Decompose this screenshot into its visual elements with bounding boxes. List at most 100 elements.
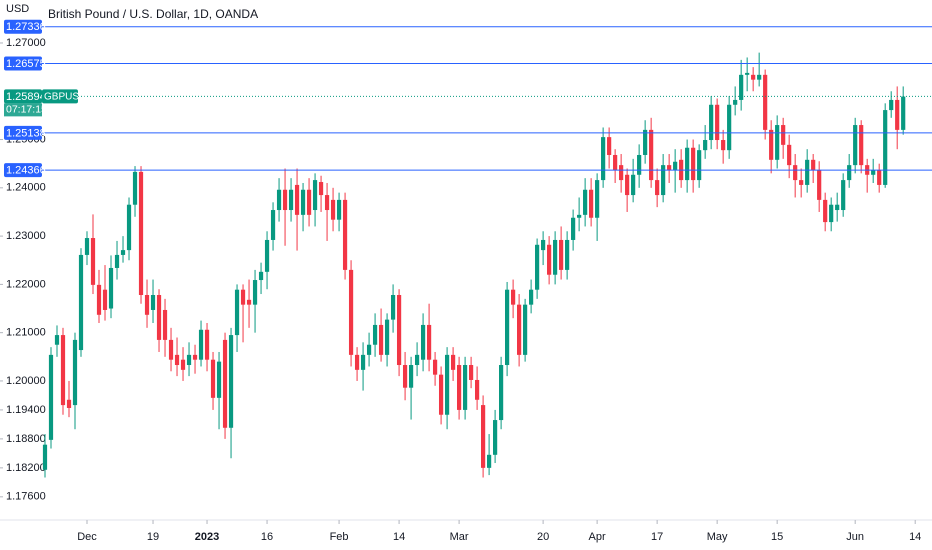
y-tick-label: 1.20000 (6, 375, 46, 387)
candle-body (438, 374, 444, 415)
candle-body (138, 171, 144, 296)
candle-body (499, 365, 504, 421)
horizontal-line-label: 1.24366 (6, 165, 46, 177)
candle-body (252, 280, 258, 305)
candle-body (156, 295, 162, 340)
y-tick-label: 1.18800 (6, 433, 46, 445)
candle-body (883, 110, 888, 185)
price-label-box (4, 125, 42, 140)
x-tick-label: May (707, 531, 728, 543)
candle-body (90, 238, 96, 285)
x-tick-label: 14 (393, 531, 405, 543)
candle-body (324, 195, 330, 211)
countdown-box (4, 103, 42, 117)
last-price-label: 1.25894 (6, 91, 46, 103)
candle-body (276, 189, 282, 211)
candle-body (877, 169, 882, 185)
candle-body (150, 295, 156, 310)
candle-body (685, 147, 690, 181)
y-tick-label: 1.23000 (6, 230, 46, 242)
candle-body (577, 214, 582, 218)
y-tick-label: 1.18200 (6, 462, 46, 474)
candle-body (66, 399, 72, 408)
candle-body (336, 199, 342, 220)
candle-body (300, 189, 306, 215)
candle-body (462, 365, 468, 410)
x-tick-label: Dec (77, 531, 97, 543)
candle-body (126, 204, 132, 251)
candle-body (805, 159, 810, 185)
candle-body (625, 174, 630, 196)
candle-body (192, 354, 198, 360)
candle-body (667, 165, 672, 170)
candle-body (649, 129, 654, 181)
candle-body (901, 96, 906, 130)
candle-body (330, 199, 336, 220)
candle-body (408, 365, 414, 388)
candle-body (48, 354, 54, 440)
candle-body (757, 74, 762, 80)
x-tick-label: 17 (651, 531, 663, 543)
candle-body (444, 354, 450, 415)
candle-body (78, 254, 84, 351)
candle-body (889, 99, 894, 111)
candle-body (529, 289, 534, 305)
candle-body (493, 420, 498, 455)
x-tick-label: Mar (450, 531, 469, 543)
candle-body (222, 339, 228, 428)
candle-body (372, 324, 378, 345)
candle-body (823, 199, 828, 223)
candle-body (456, 365, 462, 410)
candle-body (474, 379, 480, 400)
candle-body (354, 354, 360, 370)
symbol-label: GBPUSD (44, 92, 86, 103)
x-tick-label: 20 (537, 531, 549, 543)
candle-body (487, 454, 492, 468)
candle-body (420, 324, 426, 360)
candle-body (96, 284, 102, 315)
y-tick-label: 1.19400 (6, 404, 46, 416)
candle-body (631, 174, 636, 196)
candle-body (871, 169, 876, 175)
candle-body (673, 161, 678, 170)
candle-body (895, 99, 900, 130)
candle-body (601, 137, 606, 181)
candle-body (108, 267, 114, 309)
candle-body (240, 289, 246, 305)
candle-body (553, 239, 558, 275)
candle-body (396, 295, 402, 366)
candle-body (655, 180, 660, 196)
candle-body (787, 144, 792, 166)
candle-body (390, 295, 396, 320)
candle-body (643, 129, 648, 155)
candle-body (468, 365, 474, 380)
candle-body (847, 165, 852, 181)
price-label-box (4, 19, 42, 34)
candle-body (162, 309, 168, 340)
candle-body (769, 129, 774, 160)
x-tick-label: 16 (261, 531, 273, 543)
candle-body (228, 335, 234, 428)
x-tick-label: 2023 (195, 531, 219, 543)
candle-body (246, 299, 252, 305)
candle-body (745, 72, 750, 75)
candle-body (541, 239, 546, 251)
candle-body (270, 210, 276, 240)
candle-body (54, 335, 60, 345)
candle-body (42, 444, 48, 470)
price-label-box (4, 56, 42, 71)
candle-body (763, 74, 768, 130)
candle-body (306, 189, 312, 215)
candle-body (775, 125, 780, 160)
candle-body (84, 238, 90, 255)
y-tick-label: 1.24000 (6, 182, 46, 194)
candle-body (505, 289, 510, 366)
candle-body (835, 204, 840, 211)
candle-body (799, 180, 804, 185)
candle-body (697, 150, 702, 181)
candle-body (366, 344, 372, 355)
candle-body (294, 184, 300, 215)
candle-body (60, 335, 66, 406)
candle-body (817, 169, 822, 200)
